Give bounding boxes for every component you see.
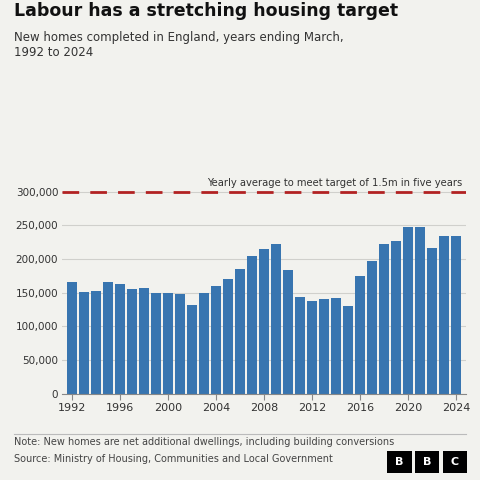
Text: Yearly average to meet target of 1.5m in five years: Yearly average to meet target of 1.5m in… [207, 178, 462, 188]
Bar [391, 241, 401, 394]
Bar [175, 294, 185, 394]
Bar [67, 283, 77, 394]
Bar [427, 248, 437, 394]
Bar [307, 301, 317, 394]
Text: B: B [423, 457, 432, 467]
Bar [415, 227, 425, 394]
Bar [187, 305, 197, 394]
Bar [283, 270, 293, 394]
Bar [151, 293, 161, 394]
FancyBboxPatch shape [387, 451, 412, 472]
Bar [451, 236, 461, 394]
Bar [331, 298, 341, 394]
Bar [127, 288, 137, 394]
Bar [211, 286, 221, 394]
Bar [319, 300, 329, 394]
Bar [103, 283, 113, 394]
Bar [139, 288, 149, 394]
Bar [223, 279, 233, 394]
Bar [163, 293, 173, 394]
Bar [199, 293, 209, 394]
Bar [403, 227, 413, 394]
FancyBboxPatch shape [443, 451, 467, 472]
Text: Labour has a stretching housing target: Labour has a stretching housing target [14, 2, 398, 20]
Text: Note: New homes are net additional dwellings, including building conversions: Note: New homes are net additional dwell… [14, 437, 395, 447]
Bar [271, 244, 281, 394]
FancyBboxPatch shape [415, 451, 439, 472]
Bar [115, 284, 125, 394]
Bar [367, 261, 377, 394]
Bar [355, 276, 365, 394]
Bar [295, 297, 305, 394]
Bar [79, 292, 89, 394]
Bar [91, 291, 101, 394]
Bar [235, 269, 245, 394]
Bar [439, 236, 449, 394]
Text: Source: Ministry of Housing, Communities and Local Government: Source: Ministry of Housing, Communities… [14, 454, 333, 464]
Bar [259, 249, 269, 394]
Bar [379, 244, 389, 394]
Bar [247, 256, 257, 394]
Text: New homes completed in England, years ending March,
1992 to 2024: New homes completed in England, years en… [14, 31, 344, 59]
Bar [343, 306, 353, 394]
Text: B: B [396, 457, 404, 467]
Text: C: C [451, 457, 459, 467]
